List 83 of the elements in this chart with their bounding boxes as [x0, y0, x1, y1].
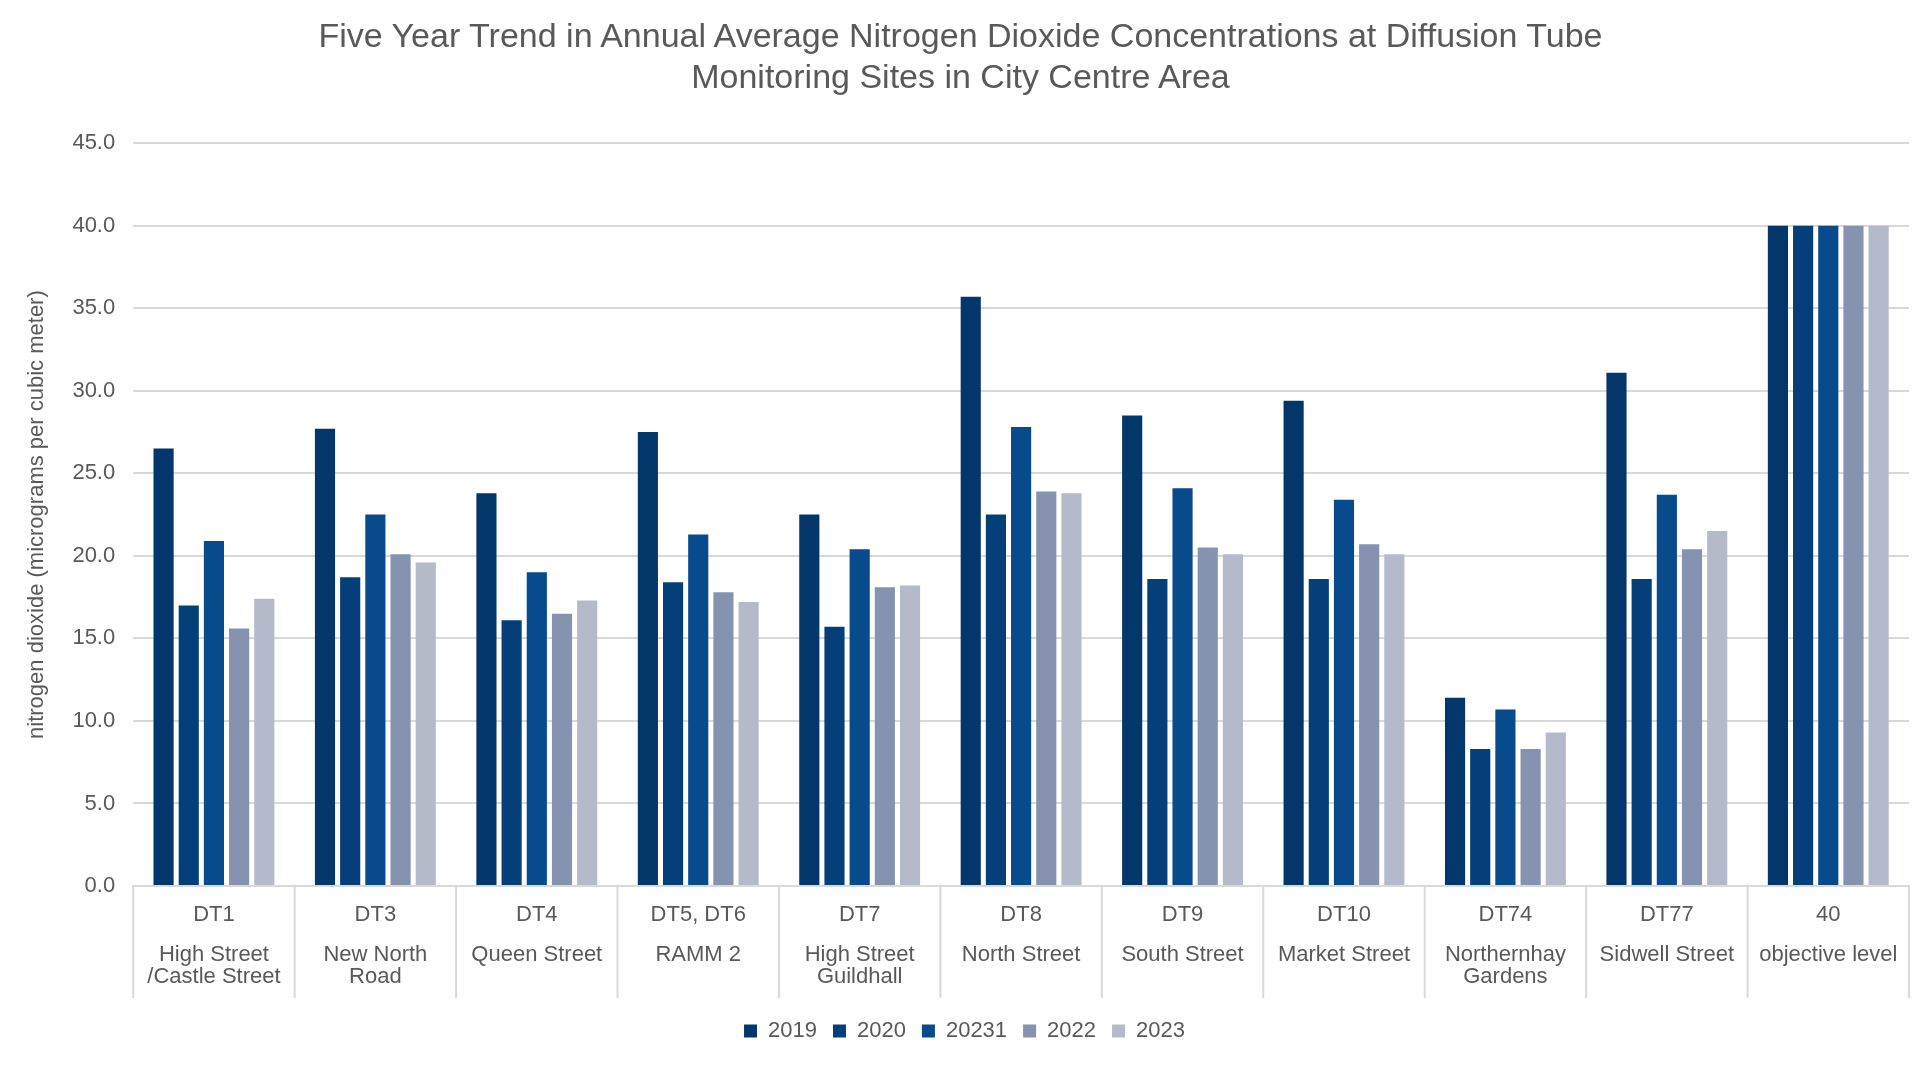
bar: [203, 541, 225, 885]
bar: [1495, 709, 1516, 885]
bar: [577, 600, 598, 885]
bar: [1359, 544, 1380, 885]
bar: [1197, 547, 1218, 885]
legend-label: 2022: [1047, 1017, 1097, 1043]
bar: [1308, 578, 1329, 885]
y-tick-label: 35.0: [72, 294, 116, 320]
x-tick-label: DT4 Queen Street: [471, 901, 603, 967]
bar: [390, 554, 411, 885]
bar: [1707, 531, 1728, 885]
bar: [1843, 225, 1864, 885]
legend-label: 20231: [945, 1017, 1008, 1043]
bar: [153, 448, 174, 885]
x-tick-label: DT77 Sidwell Street: [1599, 901, 1735, 967]
y-tick-label: 0.0: [84, 872, 116, 898]
bar: [1818, 225, 1839, 885]
x-tick-label: DT10 Market Street: [1277, 901, 1410, 967]
bar: [1606, 372, 1627, 885]
x-tick-label: DT1 High Street /Castle Street: [147, 901, 281, 989]
x-tick-label: DT5, DT6 RAMM 2: [650, 901, 746, 967]
bar: [476, 493, 497, 885]
x-tick-label: DT3 New North Road: [323, 901, 428, 989]
bar: [1631, 578, 1652, 885]
x-tick-label: DT9 South Street: [1121, 901, 1244, 967]
y-tick-label: 25.0: [72, 459, 116, 485]
y-tick-label: 20.0: [72, 541, 116, 567]
bar: [340, 577, 361, 885]
bar: [688, 534, 709, 885]
y-tick-label: 10.0: [72, 707, 116, 732]
y-tick-label: 45.0: [72, 129, 116, 155]
y-axis-title: nitrogen dioxide (micrograms per cubic meter): [23, 290, 49, 739]
x-tick-label: 40 objective level: [1759, 901, 1898, 967]
legend-label: 2023: [1136, 1017, 1185, 1043]
x-tick-label: DT74 Northernhay Gardens: [1444, 901, 1566, 989]
legend-label: 2019: [768, 1017, 817, 1043]
bar: [178, 605, 199, 885]
y-tick-label: 40.0: [72, 211, 116, 237]
bar: [1384, 554, 1405, 885]
bar: [1333, 499, 1355, 885]
bar: [229, 628, 250, 885]
chart-title: Five Year Trend in Annual Average Nitrogen Dioxide Concentrations at Diffusion Tube Monitoring Sites in City Centre Area: [317, 15, 1604, 97]
bar: [637, 432, 658, 885]
bar: [713, 592, 734, 885]
bar: [960, 296, 981, 885]
x-tick-label: DT8 North Street: [961, 901, 1081, 967]
bar: [1061, 493, 1082, 885]
bar: [1444, 697, 1466, 885]
bar: [1656, 494, 1677, 885]
y-tick-label: 30.0: [72, 376, 116, 402]
bar: [899, 585, 921, 885]
bar: [824, 626, 845, 885]
bar: [1222, 554, 1243, 885]
bar: [314, 428, 336, 885]
bar: [1011, 427, 1032, 885]
bar: [1172, 488, 1193, 885]
bar: [738, 602, 759, 885]
bar: [1868, 225, 1889, 885]
y-tick-label: 5.0: [84, 789, 116, 815]
bar: [1147, 578, 1168, 885]
bar: [254, 598, 275, 885]
bar: [1793, 225, 1814, 885]
bar: [1122, 415, 1143, 885]
bar: [365, 514, 386, 885]
bar: [1470, 749, 1491, 885]
bar: [415, 562, 436, 885]
bar: [1681, 549, 1703, 885]
bar: [526, 572, 547, 885]
bar: [874, 587, 895, 885]
bar: [1767, 225, 1788, 885]
bar: [799, 514, 820, 885]
bar: [985, 514, 1006, 885]
y-tick-label: 15.0: [72, 624, 116, 650]
bar: [1545, 732, 1566, 885]
bar: [1283, 400, 1304, 885]
bar: [551, 613, 573, 885]
bar: [1036, 491, 1057, 885]
bar: [1520, 749, 1541, 885]
x-tick-label: DT7 High Street Guildhall: [804, 901, 915, 989]
legend-label: 2020: [856, 1017, 906, 1043]
bar: [662, 582, 684, 885]
bar: [849, 549, 870, 885]
bar: [501, 620, 522, 885]
